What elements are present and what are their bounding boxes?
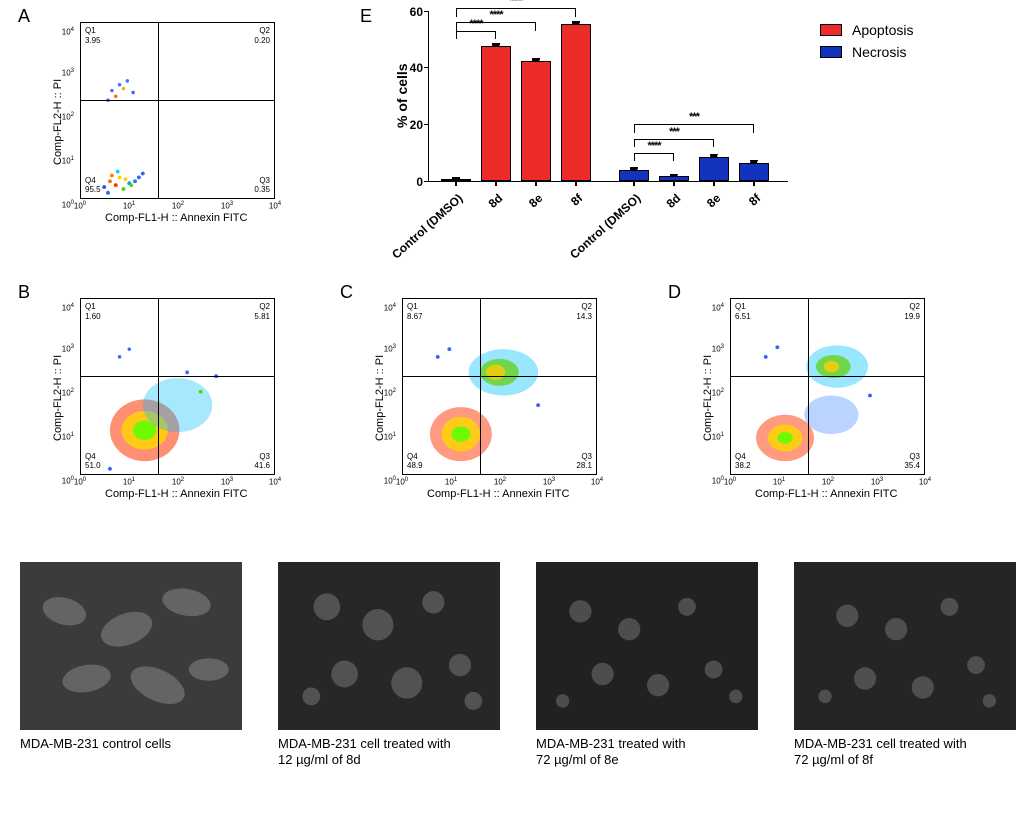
axis-y-c: Comp-FL2-H :: PI — [374, 355, 386, 441]
axis-y-a: Comp-FL2-H :: PI — [52, 79, 64, 165]
xtick-6: 8e — [704, 191, 723, 210]
ytick-1: 20 — [410, 118, 423, 132]
micrograph-8d — [278, 562, 500, 730]
caption-8f: MDA-MB-231 cell treated with72 µg/ml of … — [794, 736, 967, 769]
xtick-7: 8f — [746, 191, 763, 209]
bar-plot-area: 0 20 40 60 Control (DMSO)8d8e8fControl (… — [428, 12, 788, 182]
bar-2 — [521, 61, 551, 181]
micrograph-8e — [536, 562, 758, 730]
q1-value: 3.95 — [85, 36, 101, 45]
panel-label-e: E — [360, 6, 372, 27]
bar-3 — [561, 24, 591, 181]
q1-label: Q1 — [85, 26, 96, 35]
bar-1 — [481, 46, 511, 181]
chart-legend: Apoptosis Necrosis — [820, 22, 913, 66]
ytick-3: 60 — [410, 5, 423, 19]
sig-bracket-2 — [456, 8, 576, 17]
q3-value: 0.35 — [254, 185, 270, 194]
facs-plot-c: Q18.67 Q214.3 Q328.1 Q448.9 — [402, 298, 597, 475]
ytick-0: 0 — [416, 175, 423, 189]
bar-7 — [739, 163, 769, 181]
panel-label-a: A — [18, 6, 30, 27]
bar-4 — [619, 170, 649, 181]
xtick-0: Control (DMSO) — [389, 191, 465, 262]
axis-y-d: Comp-FL2-H :: PI — [702, 355, 714, 441]
bar-chart: 0 20 40 60 Control (DMSO)8d8e8fControl (… — [428, 12, 818, 260]
caption-8e: MDA-MB-231 treated with72 µg/ml of 8e — [536, 736, 686, 769]
axis-x-d: Comp-FL1-H :: Annexin FITC — [755, 488, 897, 500]
axis-x-c: Comp-FL1-H :: Annexin FITC — [427, 488, 569, 500]
sig-bracket-3 — [634, 153, 674, 162]
xtick-3: 8f — [568, 191, 585, 209]
facs-plot-d: Q16.51 Q219.9 Q335.4 Q438.2 — [730, 298, 925, 475]
q2-label: Q2 — [259, 26, 270, 35]
q4-value: 95.5 — [85, 185, 101, 194]
axis-x-a: Comp-FL1-H :: Annexin FITC — [105, 212, 247, 224]
scatter-b — [81, 299, 274, 492]
sig-label-5: *** — [689, 111, 699, 123]
bar-ylabel: % of cells — [394, 63, 410, 128]
facs-plot-b: Q11.60 Q25.81 Q341.6 Q451.0 — [80, 298, 275, 475]
sig-bracket-4 — [634, 139, 714, 148]
panel-label-b: B — [18, 282, 30, 303]
q2-value: 0.20 — [254, 36, 270, 45]
xtick-1: 8d — [486, 191, 506, 211]
micrograph-8f — [794, 562, 1016, 730]
caption-control: MDA-MB-231 control cells — [20, 736, 171, 752]
legend-swatch-apoptosis — [820, 24, 842, 36]
q4-label: Q4 — [85, 176, 96, 185]
bar-6 — [699, 157, 729, 181]
axis-x-b: Comp-FL1-H :: Annexin FITC — [105, 488, 247, 500]
legend-label-apoptosis: Apoptosis — [852, 22, 913, 38]
sig-bracket-0 — [456, 31, 496, 40]
legend-necrosis: Necrosis — [820, 44, 913, 60]
axis-y-b: Comp-FL2-H :: PI — [52, 355, 64, 441]
facs-plot-a: Q13.95 Q20.20 Q30.35 Q495.5 — [80, 22, 275, 199]
sig-bracket-5 — [634, 124, 754, 133]
legend-label-necrosis: Necrosis — [852, 44, 906, 60]
xtick-2: 8e — [526, 191, 545, 210]
scatter-c — [403, 299, 596, 492]
q3-label: Q3 — [259, 176, 270, 185]
scatter-a — [81, 23, 274, 216]
panel-label-d: D — [668, 282, 681, 303]
ytick-2: 40 — [410, 61, 423, 75]
micrograph-control — [20, 562, 242, 730]
caption-8d: MDA-MB-231 cell treated with12 µg/ml of … — [278, 736, 451, 769]
scatter-d — [731, 299, 924, 492]
legend-apoptosis: Apoptosis — [820, 22, 913, 38]
sig-bracket-1 — [456, 22, 536, 31]
panel-label-c: C — [340, 282, 353, 303]
legend-swatch-necrosis — [820, 46, 842, 58]
sig-label-2: **** — [509, 0, 522, 7]
xtick-5: 8d — [664, 191, 684, 211]
